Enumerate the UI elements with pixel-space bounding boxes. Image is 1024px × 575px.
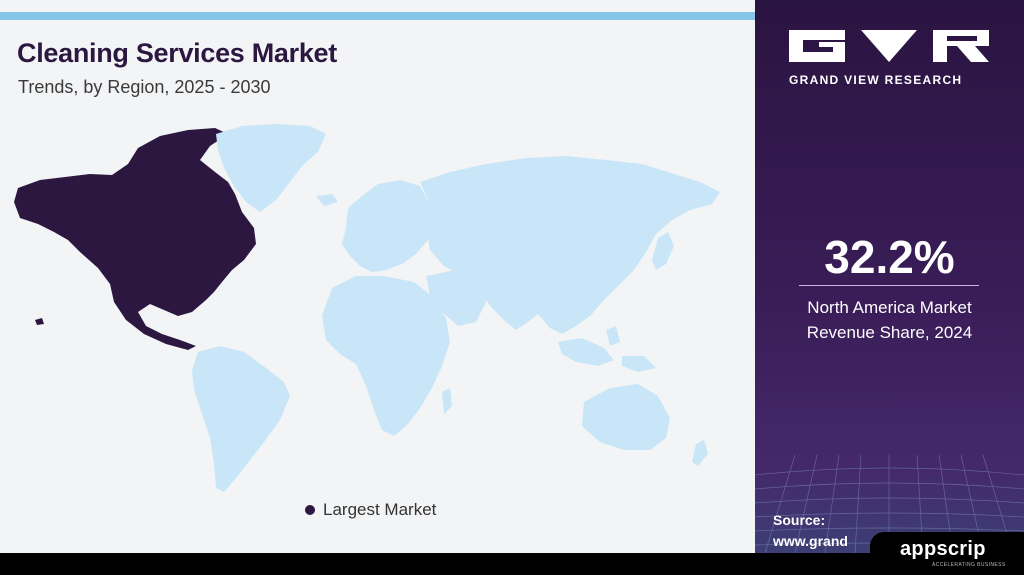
region-japan bbox=[652, 232, 674, 270]
source-link[interactable]: www.grand bbox=[773, 533, 848, 549]
region-north-america bbox=[14, 128, 256, 358]
region-new-zealand bbox=[692, 440, 708, 466]
brand-name: GRAND VIEW RESEARCH bbox=[789, 73, 963, 87]
region-south-america bbox=[192, 346, 290, 492]
chart-subtitle: Trends, by Region, 2025 - 2030 bbox=[18, 77, 271, 97]
region-australia bbox=[582, 384, 670, 450]
map-legend: Largest Market bbox=[305, 500, 436, 520]
grid-texture bbox=[755, 455, 1024, 553]
region-madagascar bbox=[442, 388, 452, 414]
region-asia bbox=[420, 156, 720, 334]
watermark-tagline: ACCELERATING BUSINESS bbox=[932, 562, 1006, 568]
caption-line-2: Revenue Share, 2024 bbox=[806, 323, 973, 342]
source-label: Source: bbox=[773, 512, 826, 528]
chart-title: Cleaning Services Market bbox=[17, 38, 337, 68]
info-panel: GRAND VIEW RESEARCH 32.2% North America … bbox=[755, 0, 1024, 553]
accent-bar bbox=[0, 12, 755, 20]
map-panel: Cleaning Services Market Trends, by Regi… bbox=[0, 0, 755, 553]
region-greenland bbox=[216, 124, 326, 212]
legend-dot bbox=[305, 505, 315, 515]
region-iceland bbox=[316, 194, 338, 206]
market-share-value: 32.2% bbox=[824, 231, 955, 283]
legend-label: Largest Market bbox=[323, 500, 437, 519]
appscrip-watermark: appscrip ACCELERATING BUSINESS bbox=[870, 532, 1024, 575]
watermark-name: appscrip bbox=[900, 538, 986, 560]
region-europe bbox=[342, 180, 434, 272]
caption-line-1: North America Market bbox=[807, 298, 972, 317]
stat-divider bbox=[799, 285, 979, 286]
gvr-logo bbox=[789, 30, 989, 62]
region-southeast-asia bbox=[558, 326, 656, 372]
world-map bbox=[14, 124, 720, 492]
market-share-caption: North America Market Revenue Share, 2024 bbox=[755, 295, 1024, 345]
region-africa bbox=[322, 276, 450, 436]
